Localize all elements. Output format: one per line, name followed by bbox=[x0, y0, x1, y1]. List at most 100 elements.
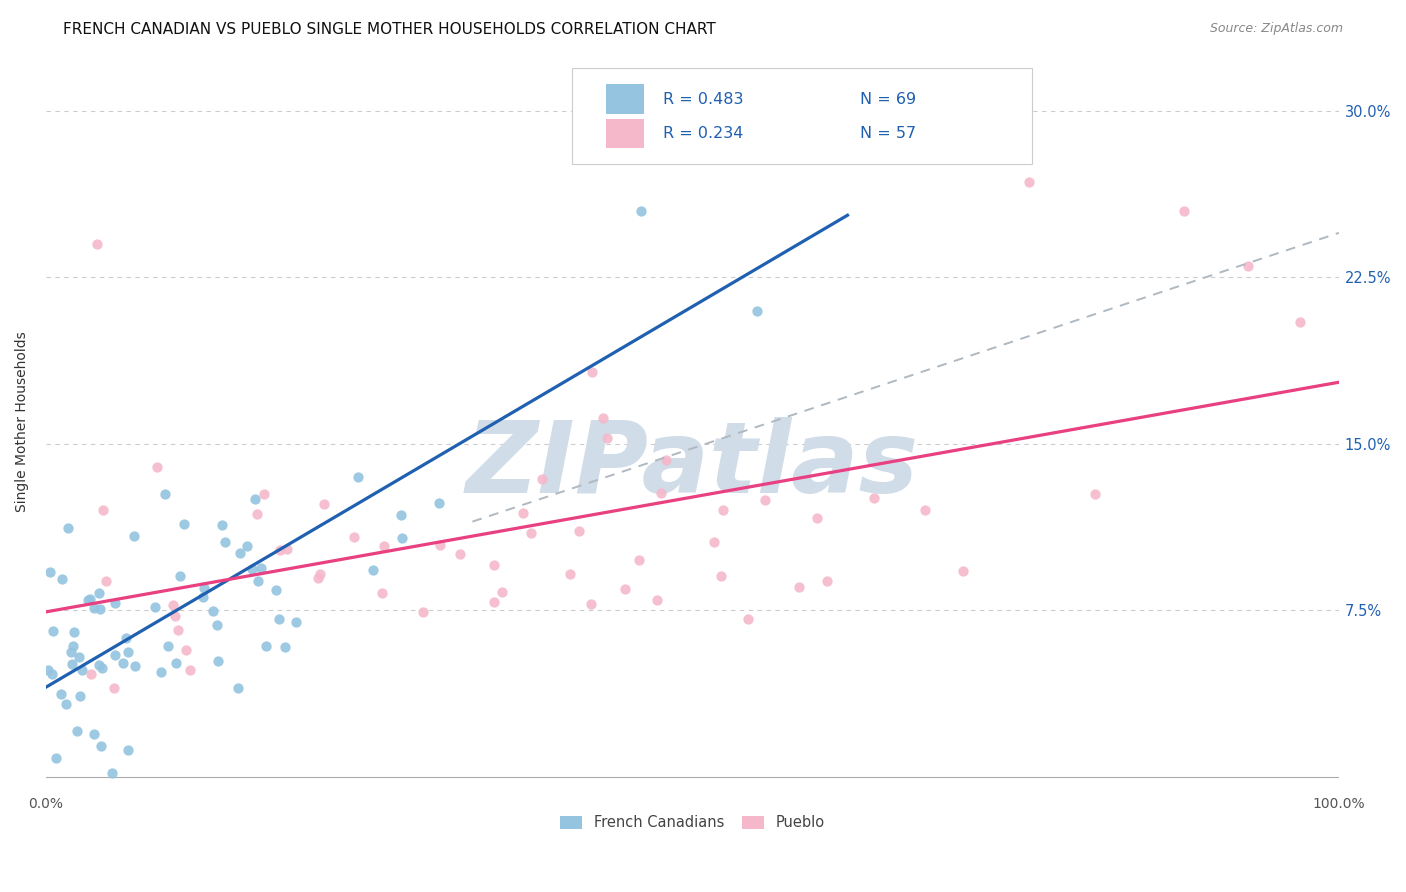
Point bbox=[80, 667, 103, 681]
Point bbox=[613, 582, 636, 597]
Point bbox=[124, 529, 146, 543]
Point bbox=[79, 591, 101, 606]
Point bbox=[863, 491, 886, 505]
Point bbox=[643, 136, 665, 151]
Point bbox=[51, 572, 73, 586]
Point bbox=[309, 567, 332, 582]
Point bbox=[167, 623, 190, 637]
Point bbox=[806, 511, 828, 525]
Point bbox=[165, 608, 187, 623]
Point bbox=[66, 724, 89, 739]
Text: N = 57: N = 57 bbox=[860, 126, 917, 141]
Point bbox=[117, 645, 139, 659]
Point bbox=[710, 569, 733, 583]
Point bbox=[56, 521, 79, 535]
Point bbox=[83, 601, 105, 615]
Point bbox=[39, 565, 62, 579]
Point bbox=[346, 470, 368, 484]
Point bbox=[201, 604, 224, 618]
Point bbox=[252, 486, 274, 500]
Point bbox=[41, 666, 63, 681]
Point bbox=[655, 453, 678, 467]
Point bbox=[343, 530, 366, 544]
Point bbox=[169, 569, 191, 583]
Text: N = 69: N = 69 bbox=[860, 92, 917, 107]
Point bbox=[246, 507, 269, 521]
Point bbox=[429, 538, 451, 552]
Point bbox=[162, 599, 184, 613]
Point bbox=[579, 597, 602, 611]
Point bbox=[112, 657, 135, 671]
Point bbox=[143, 600, 166, 615]
Point bbox=[87, 585, 110, 599]
Text: FRENCH CANADIAN VS PUEBLO SINGLE MOTHER HOUSEHOLDS CORRELATION CHART: FRENCH CANADIAN VS PUEBLO SINGLE MOTHER … bbox=[63, 22, 716, 37]
Point bbox=[104, 596, 127, 610]
Point bbox=[240, 562, 263, 576]
FancyBboxPatch shape bbox=[606, 119, 644, 148]
Point bbox=[711, 503, 734, 517]
Y-axis label: Single Mother Households: Single Mother Households bbox=[15, 331, 30, 512]
Point bbox=[146, 459, 169, 474]
Point bbox=[745, 303, 768, 318]
Point bbox=[1289, 315, 1312, 329]
Point bbox=[91, 503, 114, 517]
Point bbox=[427, 496, 450, 510]
Point bbox=[391, 531, 413, 545]
Point bbox=[273, 640, 295, 654]
Point bbox=[104, 648, 127, 663]
Point bbox=[952, 564, 974, 578]
Point bbox=[90, 661, 112, 675]
Point bbox=[55, 697, 77, 711]
Point bbox=[530, 472, 553, 486]
Point bbox=[103, 681, 125, 696]
FancyBboxPatch shape bbox=[572, 68, 1032, 163]
Point bbox=[229, 546, 252, 560]
Point bbox=[150, 665, 173, 679]
Point bbox=[83, 727, 105, 741]
Point bbox=[211, 518, 233, 533]
Point bbox=[96, 574, 118, 589]
Point bbox=[363, 563, 385, 577]
Point bbox=[157, 639, 180, 653]
Point bbox=[1173, 203, 1195, 218]
Point bbox=[89, 602, 111, 616]
Point bbox=[1084, 487, 1107, 501]
Point bbox=[373, 539, 395, 553]
Point bbox=[520, 525, 543, 540]
Point bbox=[267, 612, 290, 626]
Point bbox=[650, 485, 672, 500]
Point bbox=[276, 542, 298, 557]
Point bbox=[389, 508, 412, 523]
Point bbox=[86, 236, 108, 251]
Point bbox=[1237, 259, 1260, 273]
Point bbox=[37, 664, 59, 678]
Point bbox=[630, 203, 652, 218]
Point bbox=[370, 586, 392, 600]
Text: R = 0.234: R = 0.234 bbox=[662, 126, 742, 141]
Point bbox=[484, 558, 506, 573]
Point bbox=[558, 566, 581, 581]
Point bbox=[193, 581, 215, 595]
Point bbox=[228, 681, 250, 696]
Point bbox=[307, 571, 329, 585]
Point bbox=[596, 432, 619, 446]
Point bbox=[815, 574, 838, 589]
Point bbox=[284, 615, 307, 630]
FancyBboxPatch shape bbox=[606, 85, 644, 114]
Point bbox=[165, 656, 187, 670]
Point bbox=[449, 547, 471, 561]
Point bbox=[269, 543, 291, 558]
Point bbox=[153, 487, 176, 501]
Point bbox=[249, 560, 271, 574]
Point bbox=[205, 617, 228, 632]
Point bbox=[115, 632, 138, 646]
Point bbox=[568, 524, 591, 538]
Point bbox=[173, 516, 195, 531]
Text: ZIPatlas: ZIPatlas bbox=[465, 417, 920, 514]
Point bbox=[60, 645, 83, 659]
Point bbox=[236, 539, 259, 553]
Point bbox=[214, 535, 236, 549]
Point bbox=[41, 624, 63, 638]
Point bbox=[246, 574, 269, 589]
Point bbox=[87, 657, 110, 672]
